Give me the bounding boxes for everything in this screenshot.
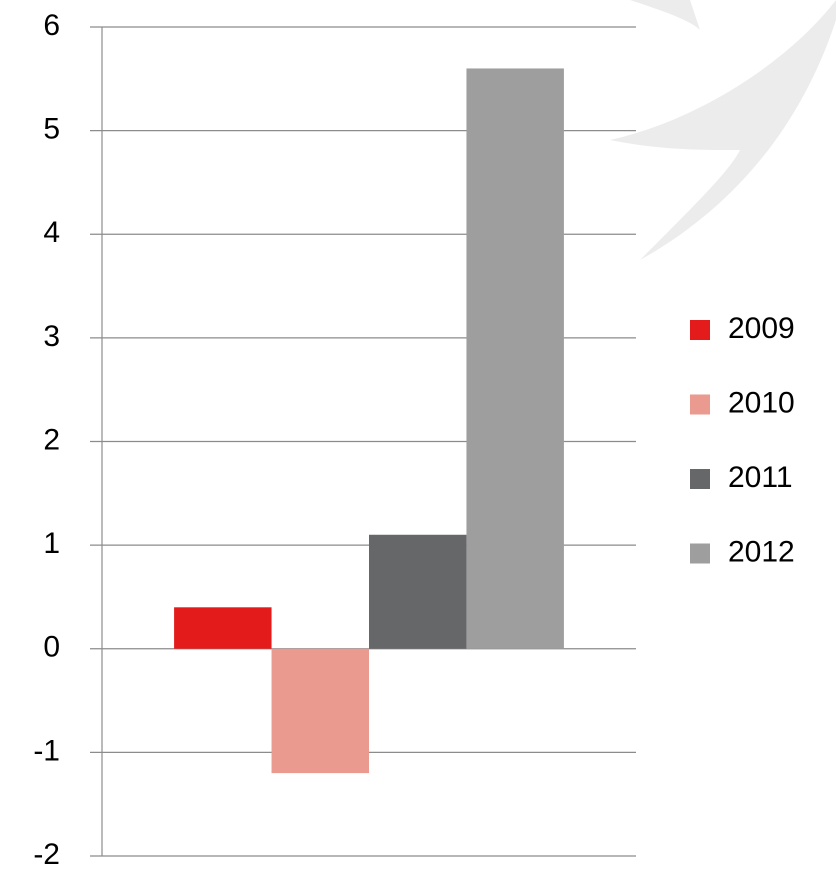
legend-label: 2010 <box>728 386 795 419</box>
legend-label: 2012 <box>728 535 795 568</box>
y-tick-label: 4 <box>43 216 60 249</box>
legend-swatch <box>690 320 710 340</box>
y-tick-label: -1 <box>33 734 60 767</box>
y-tick-label: 0 <box>43 631 60 664</box>
bar <box>271 648 369 774</box>
legend-swatch <box>690 543 710 564</box>
y-tick-label: -2 <box>33 838 60 871</box>
y-tick-label: 2 <box>43 423 60 456</box>
bar <box>466 68 564 649</box>
legend-label: 2011 <box>728 461 793 494</box>
legend-swatch <box>690 394 710 415</box>
y-tick-label: 6 <box>43 9 60 42</box>
legend-label: 2009 <box>728 312 795 345</box>
y-tick-label: 5 <box>43 113 60 146</box>
legend-swatch <box>690 469 710 489</box>
bar <box>369 534 467 649</box>
y-tick-label: 1 <box>43 527 60 560</box>
y-tick-label: 3 <box>43 320 60 353</box>
background-logo <box>610 0 836 260</box>
bar <box>174 607 272 649</box>
